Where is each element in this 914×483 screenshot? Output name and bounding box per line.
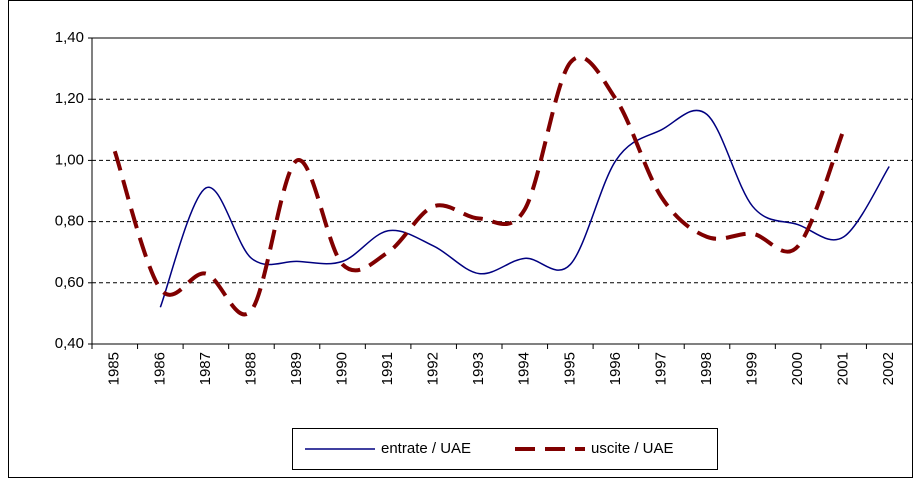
y-tick-label: 0,40	[55, 335, 84, 352]
y-tick-label: 1,00	[55, 151, 84, 168]
x-tick-label: 1998	[698, 352, 715, 385]
series-line	[159, 109, 890, 308]
x-tick-label: 1991	[379, 352, 396, 385]
y-tick-label: 0,80	[55, 213, 84, 230]
x-tick-label: 2001	[835, 352, 852, 385]
x-tick-label: 1993	[470, 352, 487, 385]
x-tick-label: 1989	[288, 352, 305, 385]
y-tick-label: 0,60	[55, 274, 84, 291]
x-tick-label: 1988	[242, 352, 259, 385]
legend-label: entrate / UAE	[381, 440, 471, 457]
x-tick-label: 2002	[880, 352, 897, 385]
x-tick-label: 1990	[334, 352, 351, 385]
chart-border	[8, 0, 913, 478]
y-tick-label: 1,20	[55, 90, 84, 107]
series-line	[112, 55, 846, 317]
x-tick-label: 1994	[516, 352, 533, 385]
x-tick-label: 1996	[607, 352, 624, 385]
legend-label: uscite / UAE	[591, 440, 674, 457]
x-tick-label: 1999	[744, 352, 761, 385]
x-tick-label: 1986	[151, 352, 168, 385]
legend-box	[292, 428, 718, 470]
y-tick-label: 1,40	[55, 29, 84, 46]
x-tick-label: 1985	[106, 352, 123, 385]
x-tick-label: 1992	[425, 352, 442, 385]
x-tick-label: 2000	[789, 352, 806, 385]
x-tick-label: 1987	[197, 352, 214, 385]
x-tick-label: 1997	[652, 352, 669, 385]
x-tick-label: 1995	[561, 352, 578, 385]
